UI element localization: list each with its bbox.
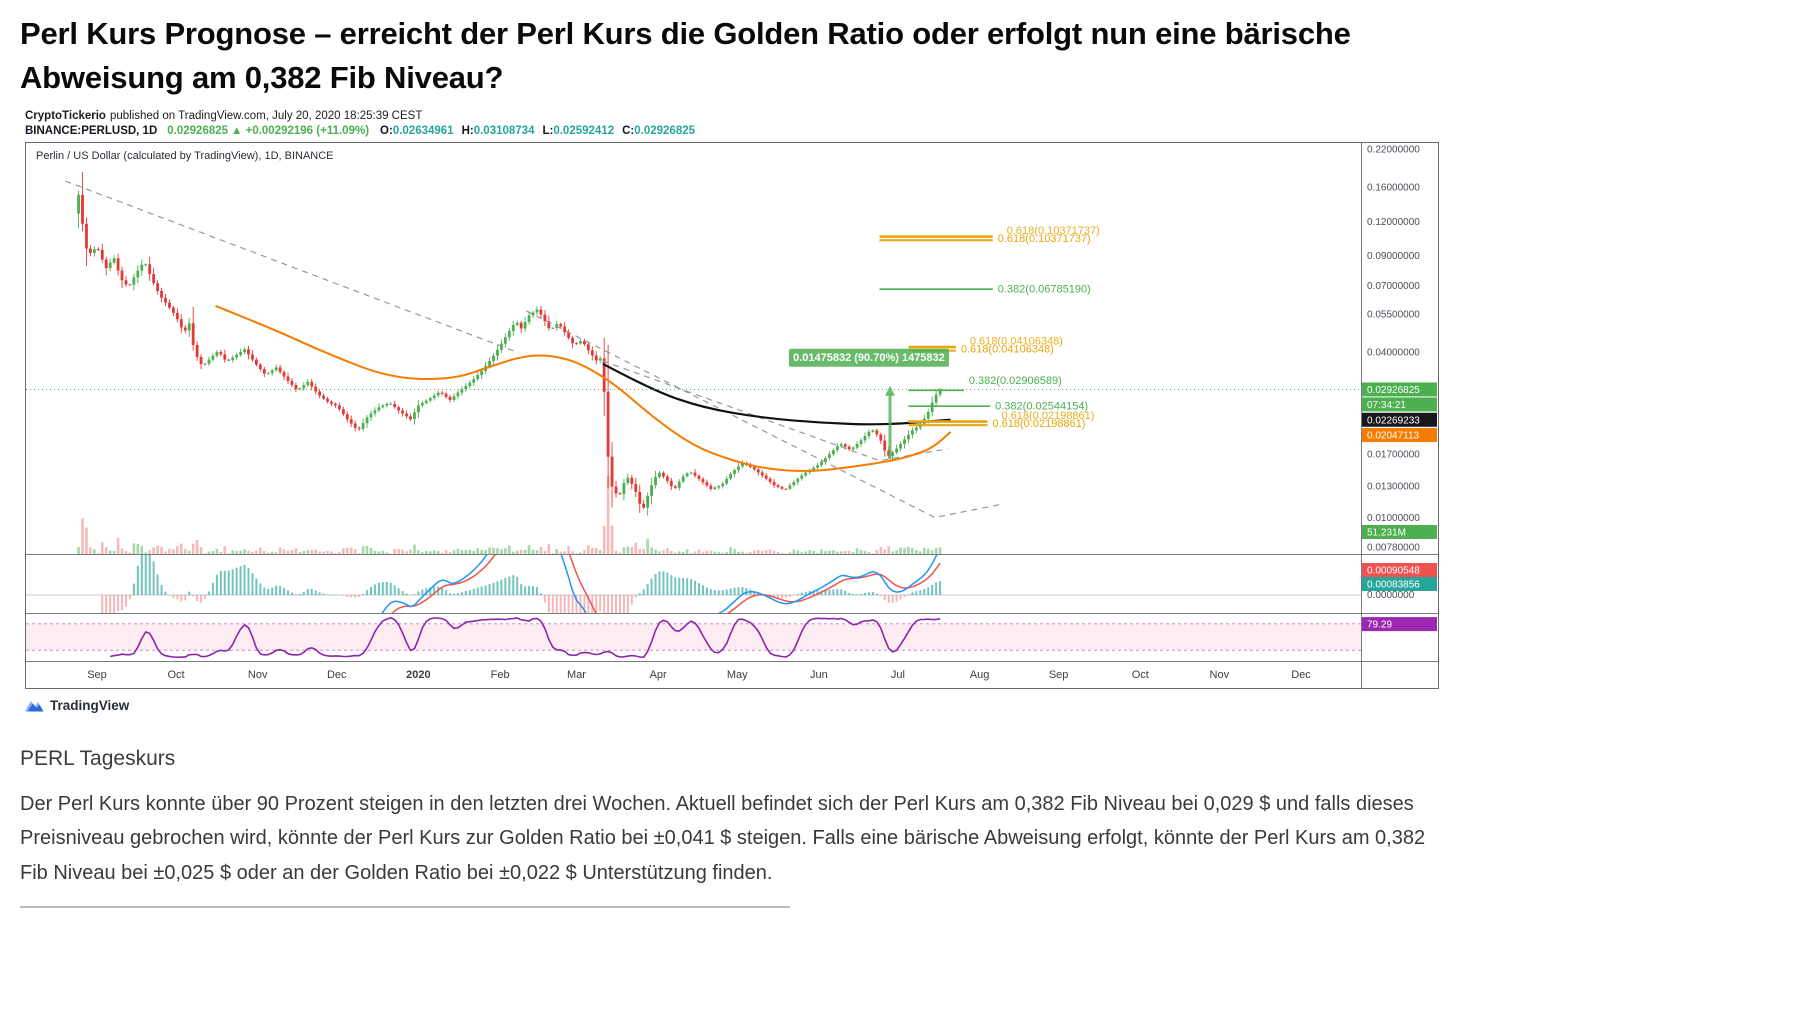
svg-text:0.0000000: 0.0000000: [1367, 590, 1415, 601]
ticker-last-price: 0.02926825: [167, 125, 229, 138]
time-axis-label: Apr: [650, 669, 667, 681]
svg-text:0.618(0.04106348): 0.618(0.04106348): [961, 344, 1054, 356]
time-axis-label: Oct: [167, 669, 184, 681]
time-axis-label: Feb: [491, 669, 510, 681]
tradingview-logo-label: TradingView: [50, 698, 130, 714]
svg-text:0.382(0.06785190): 0.382(0.06785190): [998, 284, 1091, 296]
macd-pane: [26, 555, 1361, 614]
time-axis-label: Nov: [248, 669, 268, 681]
svg-text:0.01000000: 0.01000000: [1367, 513, 1420, 524]
chart-legend: Perlin / US Dollar (calculated by Tradin…: [36, 150, 334, 163]
svg-text:51.231M: 51.231M: [1367, 528, 1406, 539]
time-axis-label: Sep: [87, 669, 107, 681]
volume-bars: [77, 476, 942, 555]
svg-text:0.02269233: 0.02269233: [1367, 415, 1420, 426]
trendlines: [65, 180, 1004, 519]
svg-text:0.382(0.02906589): 0.382(0.02906589): [969, 375, 1062, 387]
trendline-price-badge: [1362, 412, 1437, 427]
svg-text:0.618(0.10371737): 0.618(0.10371737): [1007, 225, 1100, 237]
ticker-line: BINANCE:PERLUSD, 1D 0.02926825 ▲ +0.002921…: [25, 125, 1790, 137]
svg-text:0.00090548: 0.00090548: [1367, 566, 1420, 577]
svg-text:0.02047113: 0.02047113: [1367, 431, 1420, 442]
article-page: Perl Kurs Prognose – erreicht der Perl K…: [20, 16, 1790, 909]
measurement-box: [788, 348, 949, 367]
svg-text:0.618(0.02198861): 0.618(0.02198861): [992, 418, 1085, 430]
ticker-symbol: BINANCE:PERLUSD, 1D: [25, 125, 158, 138]
svg-text:0.382(0.02544154): 0.382(0.02544154): [995, 401, 1088, 413]
volume-badge: [1362, 525, 1437, 540]
candles: [77, 172, 942, 516]
tradingview-chart[interactable]: 0.618(0.10371737) 0.618(0.10371737) 0.382(…: [25, 142, 1439, 690]
author-name[interactable]: CryptoTickerio: [25, 110, 106, 123]
svg-text:79.29: 79.29: [1367, 620, 1392, 631]
ticker-high-label: H:: [461, 125, 474, 138]
svg-text:0.01300000: 0.01300000: [1367, 482, 1420, 493]
svg-text:0.01700000: 0.01700000: [1367, 450, 1420, 461]
time-axis-label: Sep: [1049, 669, 1069, 681]
stochastic-pane: [26, 616, 1361, 659]
ticker-low-label: L:: [542, 125, 554, 138]
chart-canvas: 0.618(0.10371737)0.618(0.10371737) 0.382(…: [26, 143, 1438, 689]
svg-text:0.22000000: 0.22000000: [1367, 145, 1420, 156]
svg-text:0.00780000: 0.00780000: [1367, 543, 1420, 554]
fib-levels: 0.618(0.10371737)0.618(0.10371737) 0.382(…: [879, 225, 1100, 430]
time-axis-label: Nov: [1210, 669, 1230, 681]
article-paragraph: Der Perl Kurs konnte über 90 Prozent ste…: [20, 793, 1426, 884]
time-axis-label: Oct: [1132, 669, 1149, 681]
time-axis-label: Aug: [970, 669, 990, 681]
svg-text:0.12000000: 0.12000000: [1367, 217, 1420, 228]
svg-text:0.05500000: 0.05500000: [1367, 310, 1420, 321]
svg-text:0.00083856: 0.00083856: [1367, 580, 1420, 591]
ma-line: [215, 305, 952, 472]
svg-text:0.09000000: 0.09000000: [1367, 251, 1420, 262]
publish-info: published on TradingView.com, July 20, 2…: [109, 110, 423, 123]
stoch-value-badge: [1362, 617, 1437, 632]
last-price-badge: [1362, 382, 1437, 397]
tradingview-logo-icon: [25, 701, 44, 712]
svg-text:0.02926825: 0.02926825: [1367, 385, 1420, 396]
black-trend-curve: [602, 362, 951, 426]
tradingview-link[interactable]: TradingView: [25, 698, 155, 713]
ticker-high-value: 0.03108734: [473, 125, 535, 138]
time-axis-label: Jun: [810, 669, 828, 681]
time-axis-label: Jul: [891, 669, 905, 681]
macd-value-badge: [1362, 563, 1437, 578]
time-axis-label: May: [727, 669, 748, 681]
ma-price-badge: [1362, 428, 1437, 443]
svg-text:07:34:21: 07:34:21: [1367, 400, 1406, 411]
svg-text:0.618(0.10371737): 0.618(0.10371737): [998, 233, 1091, 245]
svg-text:0.16000000: 0.16000000: [1367, 182, 1420, 193]
time-axis-label: Dec: [1291, 669, 1311, 681]
ticker-close-value: 0.02926825: [634, 125, 696, 138]
section-heading: PERL Tageskurs: [20, 747, 176, 771]
ticker-close-label: C:: [622, 125, 635, 138]
ticker-open-label: O:: [380, 125, 393, 138]
svg-text:0.618(0.02198861): 0.618(0.02198861): [1001, 410, 1094, 422]
time-axis-label: Mar: [567, 669, 586, 681]
macd-signal-badge: [1362, 577, 1437, 592]
svg-text:0.07000000: 0.07000000: [1367, 281, 1420, 292]
ticker-change: ▲ +0.00292196 (+11.09%): [231, 125, 370, 138]
ticker-low-value: 0.02592412: [553, 125, 615, 138]
time-axis-label: 2020: [406, 669, 430, 681]
bar-countdown-badge: [1362, 397, 1437, 412]
chart-attribution: CryptoTickerio published on TradingView.c…: [25, 110, 1790, 122]
svg-text:0.04000000: 0.04000000: [1367, 348, 1420, 359]
svg-text:0.618(0.04106348): 0.618(0.04106348): [970, 336, 1063, 348]
svg-text:0.01475832 (90.70%) 1475832: 0.01475832 (90.70%) 1475832: [793, 352, 945, 364]
ticker-open-value: 0.02634961: [392, 125, 454, 138]
page-title: Perl Kurs Prognose – erreicht der Perl K…: [20, 16, 1351, 96]
bottom-divider: [20, 906, 790, 909]
time-axis-label: Dec: [327, 669, 347, 681]
